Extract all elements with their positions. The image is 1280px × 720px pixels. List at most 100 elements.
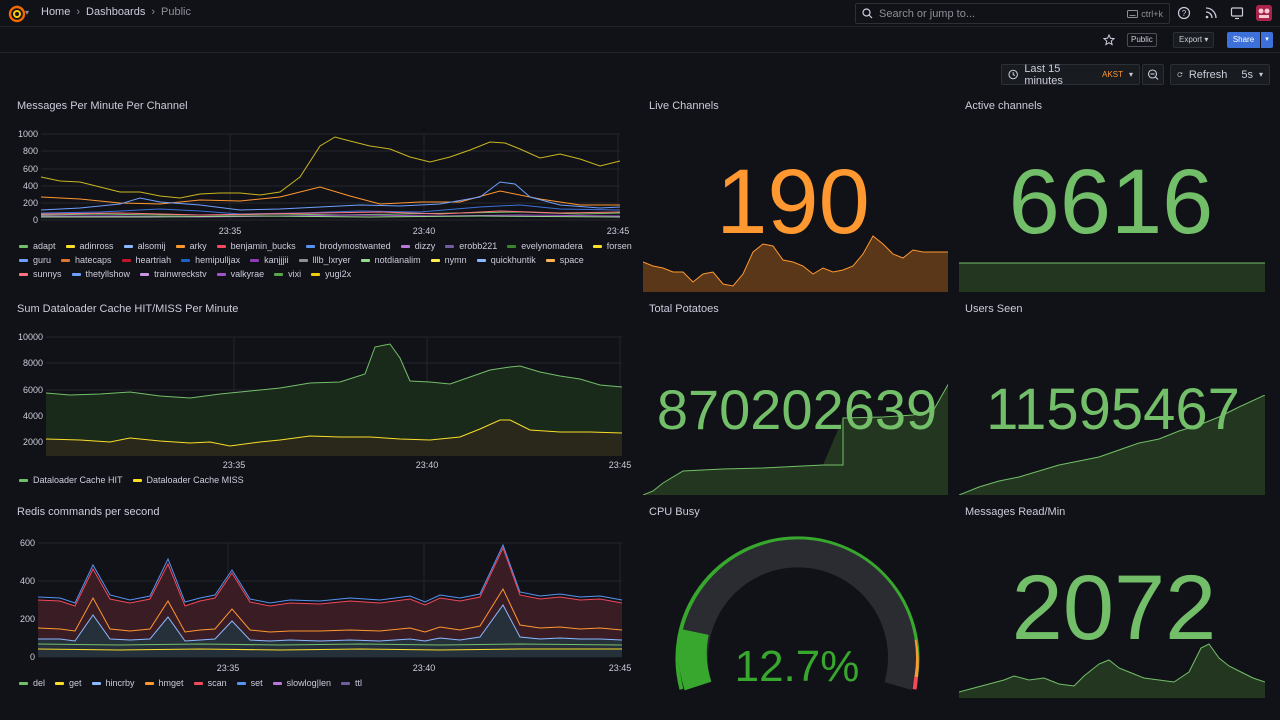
grafana-logo-icon[interactable] bbox=[8, 5, 26, 23]
breadcrumb-home[interactable]: Home bbox=[41, 6, 71, 18]
dataloader-timeseries-chart[interactable]: 10000 8000 6000 4000 2000 23:35 23:40 23… bbox=[0, 328, 640, 473]
legend-label: vixi bbox=[288, 269, 302, 279]
legend-item[interactable]: sunnys bbox=[19, 269, 62, 279]
legend-label: heartriah bbox=[135, 255, 172, 265]
legend-item[interactable]: notdianalim bbox=[360, 255, 421, 265]
legend-item[interactable]: brodymostwanted bbox=[305, 241, 391, 251]
legend-label: space bbox=[559, 255, 584, 265]
avatar[interactable] bbox=[1256, 5, 1272, 21]
time-range-picker[interactable]: Last 15 minutes AKST ▾ bbox=[1001, 63, 1140, 87]
total-potatoes-sparkline bbox=[643, 383, 949, 495]
legend-item[interactable]: dizzy bbox=[400, 241, 435, 251]
y-tick-label: 400 bbox=[23, 181, 38, 191]
legend-label: guru bbox=[33, 255, 52, 265]
clock-icon bbox=[1008, 69, 1018, 80]
series-line-hit bbox=[45, 343, 623, 399]
sparkline-area bbox=[959, 395, 1265, 495]
chart-legend: adapt adinross alsomij arky benjamin_bucks br… bbox=[19, 241, 634, 279]
legend-label: benjamin_bucks bbox=[230, 241, 296, 251]
legend-item[interactable]: del bbox=[19, 678, 45, 688]
x-tick-label: 23:35 bbox=[223, 460, 246, 470]
stat-value: 870202639 bbox=[656, 378, 938, 441]
legend-item[interactable]: evelynomadera bbox=[507, 241, 583, 251]
zoom-out-button[interactable] bbox=[1142, 64, 1164, 85]
legend-item[interactable]: space bbox=[545, 255, 584, 265]
legend-item[interactable]: ttl bbox=[340, 678, 362, 688]
gauge-threshold-red bbox=[912, 676, 918, 690]
refresh-interval[interactable]: 5s bbox=[1241, 68, 1253, 81]
x-axis: 23:35 23:40 23:45 bbox=[219, 226, 630, 236]
legend-item[interactable]: forsen bbox=[592, 241, 632, 251]
help-icon[interactable]: ? bbox=[1177, 6, 1191, 20]
legend-swatch bbox=[507, 244, 517, 248]
legend-item[interactable]: hemipulljax bbox=[181, 255, 240, 265]
legend-swatch bbox=[91, 681, 101, 685]
legend-item[interactable]: guru bbox=[19, 255, 51, 265]
legend-label: hincrby bbox=[105, 678, 135, 688]
chart-legend: del get hincrby hmget scan set slowlog|len ttl bbox=[19, 678, 619, 688]
panel-live-channels: Live Channels 190 bbox=[632, 100, 954, 295]
legend-item[interactable]: alsomij bbox=[123, 241, 166, 251]
panel-title: Live Channels bbox=[649, 100, 719, 112]
legend-item[interactable]: scan bbox=[193, 678, 227, 688]
legend-item[interactable]: thetyllshow bbox=[71, 269, 130, 279]
legend-swatch bbox=[55, 681, 65, 685]
y-axis: 10000 8000 6000 4000 2000 bbox=[18, 332, 43, 447]
legend-item[interactable]: quickhuntik bbox=[476, 255, 536, 265]
chevron-down-icon[interactable]: ▾ bbox=[25, 8, 30, 17]
refresh-button[interactable]: Refresh 5s ▾ bbox=[1170, 64, 1270, 85]
legend-item[interactable]: kanjjjii bbox=[250, 255, 289, 265]
legend-item[interactable]: trainwreckstv bbox=[140, 269, 207, 279]
legend-item[interactable]: Dataloader Cache MISS bbox=[132, 475, 244, 485]
redis-timeseries-chart[interactable]: 600 400 200 0 23:35 23:40 23:45 bbox=[0, 531, 640, 676]
legend-swatch bbox=[476, 258, 486, 262]
legend-item[interactable]: hatecaps bbox=[61, 255, 112, 265]
star-icon[interactable] bbox=[1103, 34, 1115, 46]
messages-timeseries-chart[interactable]: 1000 800 600 400 200 0 23:35 23:40 23:45 bbox=[0, 125, 640, 240]
public-badge: Public bbox=[1127, 33, 1157, 47]
legend-item[interactable]: arky bbox=[175, 241, 207, 251]
shortcut-text: ctrl+k bbox=[1141, 8, 1163, 19]
export-button[interactable]: Export ▾ bbox=[1173, 32, 1215, 48]
series-area-miss bbox=[46, 420, 622, 456]
legend-item[interactable]: Dataloader Cache HIT bbox=[19, 475, 123, 485]
legend-item[interactable]: heartriah bbox=[121, 255, 172, 265]
legend-label: erobb221 bbox=[459, 241, 498, 251]
share-menu-button[interactable]: ▾ bbox=[1261, 32, 1273, 48]
monitor-icon[interactable] bbox=[1230, 6, 1244, 20]
legend-item[interactable]: adapt bbox=[19, 241, 56, 251]
share-button[interactable]: Share bbox=[1227, 32, 1260, 48]
x-tick-label: 23:45 bbox=[609, 663, 632, 673]
panel-title: Total Potatoes bbox=[649, 303, 719, 315]
legend-item[interactable]: hincrby bbox=[91, 678, 135, 688]
panel-title: Redis commands per second bbox=[17, 506, 160, 518]
legend-item[interactable]: nymn bbox=[430, 255, 467, 265]
legend-item[interactable]: vixi bbox=[274, 269, 301, 279]
chevron-right-icon: › bbox=[151, 6, 156, 18]
legend-item[interactable]: benjamin_bucks bbox=[216, 241, 296, 251]
legend-swatch bbox=[236, 681, 246, 685]
search-input[interactable]: Search or jump to... ctrl+k bbox=[855, 3, 1170, 24]
x-tick-label: 23:40 bbox=[413, 226, 436, 236]
sparkline-area bbox=[643, 236, 949, 292]
legend-item[interactable]: slowlog|len bbox=[272, 678, 331, 688]
breadcrumb: Home › Dashboards › Public bbox=[41, 6, 191, 18]
rss-icon[interactable] bbox=[1204, 6, 1218, 20]
legend-item[interactable]: set bbox=[236, 678, 263, 688]
legend-item[interactable]: valkyrae bbox=[216, 269, 265, 279]
legend-item[interactable]: erobb221 bbox=[445, 241, 497, 251]
legend-item[interactable]: lllb_lxryer bbox=[298, 255, 351, 265]
legend-swatch bbox=[19, 478, 28, 482]
legend-item[interactable]: get bbox=[55, 678, 82, 688]
svg-text:?: ? bbox=[1182, 9, 1187, 18]
legend-swatch bbox=[123, 244, 133, 248]
legend-item[interactable]: adinross bbox=[65, 241, 114, 251]
legend-label: valkyrae bbox=[230, 269, 265, 279]
legend-item[interactable]: hmget bbox=[144, 678, 184, 688]
legend-swatch bbox=[19, 244, 28, 248]
legend-swatch bbox=[71, 272, 81, 276]
legend-swatch bbox=[216, 272, 226, 276]
search-placeholder: Search or jump to... bbox=[879, 7, 975, 20]
breadcrumb-dashboards[interactable]: Dashboards bbox=[86, 6, 146, 18]
legend-item[interactable]: yugi2x bbox=[311, 269, 351, 279]
